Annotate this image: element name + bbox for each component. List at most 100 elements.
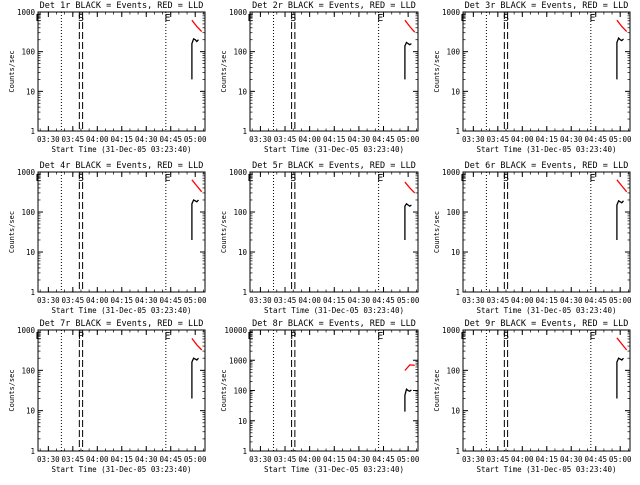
y-tick-label: 1 xyxy=(242,127,247,136)
x-tick-label: 03:30 xyxy=(249,455,272,464)
x-tick-label: 04:45 xyxy=(372,296,395,305)
y-tick-label: 1000 xyxy=(442,8,461,17)
x-tick-label: 04:45 xyxy=(159,455,182,464)
lld-series-line xyxy=(616,337,628,351)
x-tick-label: 04:45 xyxy=(372,455,395,464)
lld-series-line xyxy=(191,179,203,193)
x-tick-label: 03:30 xyxy=(462,296,485,305)
interval-marker-label: S xyxy=(503,173,509,184)
y-tick-label: 10 xyxy=(238,87,248,96)
y-tick-label: 10000 xyxy=(224,326,247,335)
plot-frame xyxy=(249,11,419,132)
interval-marker-label: E xyxy=(589,173,595,184)
interval-marker-label: E xyxy=(164,13,170,24)
chart-panel-det-8r: Det 8r BLACK = Events, RED = LLD 1 10 100 10… xyxy=(220,319,420,474)
y-axis-label: Counts/sec xyxy=(8,211,16,253)
y-tick-label: 1 xyxy=(30,127,35,136)
x-tick-label: 05:00 xyxy=(184,455,207,464)
y-tick-label: 1 xyxy=(30,288,35,297)
chart-title: Det 7r BLACK = Events, RED = LLD xyxy=(40,319,204,329)
y-axis-label: Counts/sec xyxy=(8,50,16,92)
y-tick-label: 1000 xyxy=(442,168,461,177)
x-tick-label: 04:15 xyxy=(535,135,558,144)
interval-marker-label: E xyxy=(377,13,383,24)
y-tick-label: 1000 xyxy=(229,8,248,17)
events-series-line xyxy=(191,199,199,240)
chart-title: Det 2r BLACK = Events, RED = LLD xyxy=(252,1,416,11)
chart-title: Det 3r BLACK = Events, RED = LLD xyxy=(465,1,629,11)
interval-marker-label: E xyxy=(164,173,170,184)
x-tick-label: 04:15 xyxy=(323,135,346,144)
x-tick-label: 05:00 xyxy=(609,135,632,144)
x-tick-label: 05:00 xyxy=(397,455,420,464)
chart-panel-det-6r: Det 6r BLACK = Events, RED = LLD 1 10 100 10… xyxy=(433,161,632,315)
x-tick-label: 04:00 xyxy=(86,455,109,464)
x-axis-label: Start Time (31-Dec-05 03:23:40) xyxy=(264,465,404,474)
x-axis-label: Start Time (31-Dec-05 03:23:40) xyxy=(264,306,404,315)
x-axis-label: Start Time (31-Dec-05 03:23:40) xyxy=(52,465,192,474)
y-axis-label: Counts/sec xyxy=(433,369,441,411)
y-tick-label: 10 xyxy=(26,87,36,96)
chart-title: Det 4r BLACK = Events, RED = LLD xyxy=(40,161,204,171)
plot-frame xyxy=(462,171,631,293)
chart-title: Det 6r BLACK = Events, RED = LLD xyxy=(465,161,629,171)
lld-series-line xyxy=(191,338,203,351)
y-tick-label: 10 xyxy=(238,417,248,426)
chart-panel-det-5r: Det 5r BLACK = Events, RED = LLD 1 10 100 10… xyxy=(220,161,420,315)
y-tick-label: 100 xyxy=(233,48,247,57)
y-tick-label: 100 xyxy=(446,366,460,375)
y-tick-label: 1 xyxy=(455,127,460,136)
x-tick-label: 03:45 xyxy=(274,455,297,464)
x-tick-label: 04:15 xyxy=(535,455,558,464)
x-tick-label: 03:30 xyxy=(249,296,272,305)
events-series-line xyxy=(404,388,412,412)
chart-panel-det-3r: Det 3r BLACK = Events, RED = LLD 1 10 100 10… xyxy=(433,1,632,154)
interval-marker-label: S xyxy=(503,13,509,24)
interval-marker-label: S xyxy=(503,331,509,342)
x-axis-label: Start Time (31-Dec-05 03:23:40) xyxy=(477,145,617,154)
events-series-line xyxy=(616,36,624,80)
x-tick-label: 04:00 xyxy=(511,135,534,144)
y-tick-label: 10 xyxy=(451,248,461,257)
interval-marker-label: E xyxy=(377,331,383,342)
interval-marker-label: E xyxy=(36,13,42,24)
x-tick-label: 05:00 xyxy=(397,296,420,305)
plot-frame xyxy=(462,329,631,452)
x-tick-label: 03:30 xyxy=(249,135,272,144)
y-tick-label: 100 xyxy=(233,387,247,396)
y-tick-label: 1000 xyxy=(442,326,461,335)
x-tick-label: 04:15 xyxy=(323,455,346,464)
y-axis-label: Counts/sec xyxy=(433,211,441,253)
x-tick-label: 04:30 xyxy=(135,296,158,305)
x-tick-label: 04:15 xyxy=(535,296,558,305)
interval-marker-label: E xyxy=(589,13,595,24)
x-tick-label: 04:30 xyxy=(560,296,583,305)
interval-marker-label: P xyxy=(290,331,296,342)
lld-series-line xyxy=(616,19,628,33)
x-tick-label: 04:15 xyxy=(323,296,346,305)
interval-marker-label: E xyxy=(36,173,42,184)
x-tick-label: 04:30 xyxy=(135,455,158,464)
interval-marker-label: P xyxy=(78,331,84,342)
interval-marker-label: S xyxy=(78,13,84,24)
events-series-line xyxy=(191,37,199,80)
y-tick-label: 1 xyxy=(242,288,247,297)
y-axis-label: Counts/sec xyxy=(220,211,228,253)
y-tick-label: 10 xyxy=(26,407,36,416)
events-series-line xyxy=(616,357,624,399)
y-tick-label: 100 xyxy=(233,208,247,217)
lld-series-line xyxy=(404,364,415,371)
x-tick-label: 05:00 xyxy=(397,135,420,144)
x-tick-label: 03:45 xyxy=(487,455,510,464)
chart-title: Det 9r BLACK = Events, RED = LLD xyxy=(465,319,629,329)
interval-marker-label: E xyxy=(461,13,467,24)
x-tick-label: 04:00 xyxy=(86,135,109,144)
chart-panel-det-9r: Det 9r BLACK = Events, RED = LLD 1 10 100 10… xyxy=(433,319,632,474)
interval-marker-label: E xyxy=(164,331,170,342)
plot-frame xyxy=(37,329,206,452)
y-axis-label: Counts/sec xyxy=(220,50,228,92)
interval-marker-label: S xyxy=(78,173,84,184)
y-tick-label: 1000 xyxy=(229,168,248,177)
x-tick-label: 04:30 xyxy=(348,135,371,144)
y-tick-label: 1 xyxy=(455,447,460,456)
